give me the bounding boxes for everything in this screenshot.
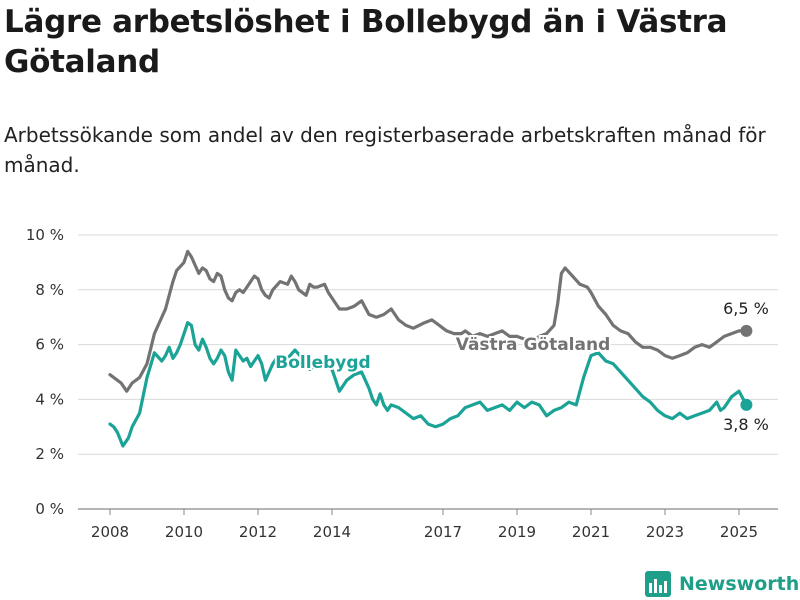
x-tick-label: 2012: [239, 523, 277, 541]
x-tick-label: 2025: [720, 523, 758, 541]
gridlines: [78, 234, 778, 510]
series-label-vastra-gotaland: Västra Götaland: [456, 335, 611, 355]
chart-subtitle: Arbetssökande som andel av den registerb…: [4, 123, 766, 177]
brand: Newsworthy: [645, 570, 800, 598]
y-tick-label: 6 %: [35, 336, 64, 354]
series-end-dot-bollebygd: [740, 398, 753, 411]
y-tick-label: 4 %: [35, 390, 64, 408]
x-tick-label: 2010: [165, 523, 203, 541]
series-label-bollebygd: Bollebygd: [275, 353, 370, 373]
y-tick-label: 2 %: [35, 445, 64, 463]
chart-title: Lägre arbetslöshet i Bollebygd än i Väst…: [4, 4, 728, 80]
end-value-bollebygd: 3,8 %: [723, 415, 769, 434]
series-line-vastra-gotaland: [108, 249, 749, 393]
series-lines: [108, 249, 753, 448]
brand-label: Newsworthy: [679, 573, 800, 595]
x-tick-label: 2017: [424, 523, 462, 541]
series-line-bollebygd: [108, 321, 749, 448]
y-tick-label: 8 %: [35, 281, 64, 299]
end-value-vastra-gotaland: 6,5 %: [723, 299, 769, 318]
y-tick-label: 0 %: [35, 500, 64, 518]
x-tick-label: 2014: [313, 523, 351, 541]
y-tick-label: 10 %: [26, 226, 64, 244]
newsworthy-logo-icon: [645, 571, 671, 597]
series-end-dot-vastra-gotaland: [740, 324, 753, 337]
axes: 0 % 2 % 4 % 6 % 8 % 10 % 2008 2010 2012 2014 2017 2…: [26, 226, 758, 541]
series-labels: Västra Götaland Bollebygd 6,5 % 3,8 %: [273, 299, 769, 434]
x-tick-label: 2021: [572, 523, 610, 541]
x-tick-label: 2019: [498, 523, 536, 541]
x-tick-label: 2008: [91, 523, 129, 541]
x-tick-label: 2023: [646, 523, 684, 541]
